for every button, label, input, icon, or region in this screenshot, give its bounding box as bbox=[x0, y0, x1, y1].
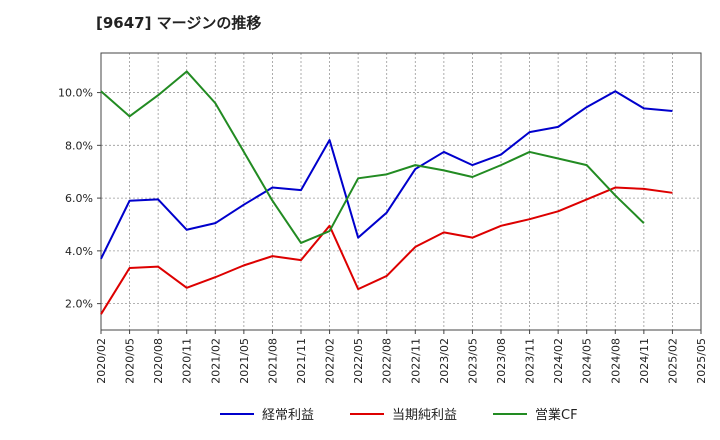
x-tick-label: 2023/05 bbox=[466, 338, 479, 384]
y-axis-ticks: 2.0% 4.0% 6.0% 8.0% 10.0% bbox=[58, 87, 101, 311]
x-tick-label: 2022/11 bbox=[409, 338, 422, 384]
x-tick-label: 2024/05 bbox=[581, 338, 594, 384]
x-tick-label: 2024/11 bbox=[638, 338, 651, 384]
x-tick-label: 2023/08 bbox=[495, 338, 508, 384]
y-tick-label: 4.0% bbox=[65, 245, 93, 258]
x-tick-label: 2020/05 bbox=[124, 338, 137, 384]
y-tick-label: 6.0% bbox=[65, 192, 93, 205]
legend-label-0: 経常利益 bbox=[262, 408, 314, 423]
series-line-0 bbox=[100, 90, 673, 260]
grid-lines bbox=[100, 53, 702, 330]
series-line-1 bbox=[100, 186, 673, 315]
y-tick-label: 2.0% bbox=[65, 298, 93, 311]
x-tick-label: 2022/08 bbox=[381, 338, 394, 384]
x-tick-label: 2020/08 bbox=[152, 338, 165, 384]
x-tick-label: 2022/02 bbox=[324, 338, 337, 384]
x-tick-label: 2021/05 bbox=[238, 338, 251, 384]
x-axis-ticks: 2020/02 2020/05 2020/08 2020/11 2021/02 2021/… bbox=[95, 330, 708, 384]
x-tick-label: 2020/02 bbox=[95, 338, 108, 384]
x-tick-label: 2023/02 bbox=[438, 338, 451, 384]
legend-label-2: 営業CF bbox=[535, 407, 578, 423]
x-tick-label: 2020/11 bbox=[181, 338, 194, 384]
x-tick-label: 2024/08 bbox=[609, 338, 622, 384]
plot-frame bbox=[100, 52, 702, 331]
x-tick-label: 2025/02 bbox=[666, 338, 679, 384]
legend: 経常利益 当期純利益 営業CF bbox=[220, 407, 578, 423]
x-tick-label: 2023/11 bbox=[524, 338, 537, 384]
x-tick-label: 2021/11 bbox=[295, 338, 308, 384]
series-lines bbox=[100, 70, 673, 315]
chart-title: [9647] マージンの推移 bbox=[96, 14, 262, 32]
x-tick-label: 2025/05 bbox=[695, 338, 708, 384]
series-line-2 bbox=[100, 70, 645, 244]
x-tick-label: 2021/02 bbox=[209, 338, 222, 384]
legend-label-1: 当期純利益 bbox=[392, 408, 457, 423]
x-tick-label: 2022/05 bbox=[352, 338, 365, 384]
x-tick-label: 2024/02 bbox=[552, 338, 565, 384]
x-tick-label: 2021/08 bbox=[266, 338, 279, 384]
y-tick-label: 10.0% bbox=[58, 87, 93, 100]
y-tick-label: 8.0% bbox=[65, 139, 93, 152]
